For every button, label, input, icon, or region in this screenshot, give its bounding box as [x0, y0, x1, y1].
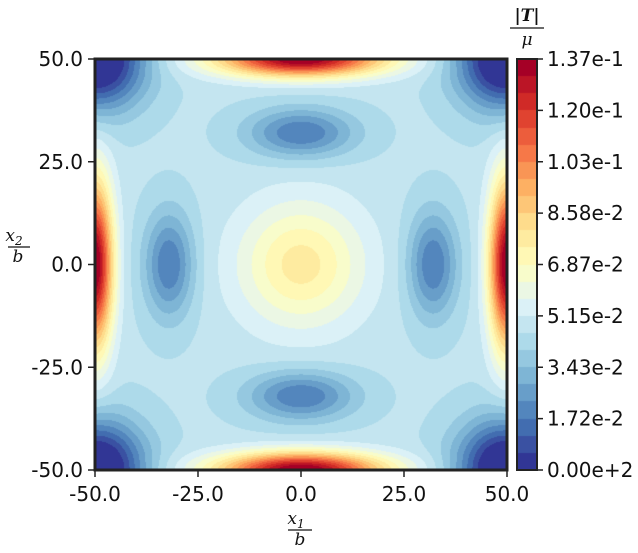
x-axis-label: x1 b — [287, 509, 312, 550]
heatmap-area — [95, 59, 507, 470]
colorbar-tick-label-2: 1.03e-1 — [547, 150, 624, 174]
colorbar-ticks: 1.37e-1 1.20e-1 1.03e-1 8.58e-2 6.87e-2 5.15e… — [537, 47, 633, 482]
y-axis-label: x2 b — [5, 226, 30, 267]
x-tick-label-4: 50.0 — [485, 482, 530, 506]
colorbar-label: |T| μ — [510, 6, 544, 50]
svg-text:|T|: |T| — [514, 6, 539, 26]
colorbar-tick-label-8: 0.00e+2 — [547, 458, 633, 482]
y-tick-label-2: 0.0 — [51, 253, 83, 277]
colorbar-tick-label-4: 6.87e-2 — [547, 253, 624, 277]
x-tick-label-3: 25.0 — [382, 482, 427, 506]
colorbar-tick-label-6: 3.43e-2 — [547, 355, 624, 379]
colorbar-tick-label-0: 1.37e-1 — [547, 47, 624, 71]
svg-text:x2: x2 — [5, 226, 22, 248]
y-tick-label-3: -25.0 — [31, 355, 83, 379]
colorbar-tick-label-1: 1.20e-1 — [547, 98, 624, 122]
y-tick-label-0: 50.0 — [38, 47, 83, 71]
y-tick-label-1: 25.0 — [38, 150, 83, 174]
svg-text:x1: x1 — [287, 509, 304, 531]
colorbar-tick-label-3: 8.58e-2 — [547, 201, 624, 225]
svg-text:μ: μ — [521, 30, 532, 50]
x-axis: -50.0 -25.0 0.0 25.0 50.0 — [69, 470, 529, 506]
svg-text:b: b — [13, 247, 24, 267]
svg-text:b: b — [295, 530, 306, 550]
colorbar — [517, 59, 537, 470]
y-axis: 50.0 25.0 0.0 -25.0 -50.0 — [31, 47, 95, 482]
colorbar-tick-label-5: 5.15e-2 — [547, 304, 624, 328]
x-tick-label-0: -50.0 — [69, 482, 121, 506]
colorbar-tick-label-7: 1.72e-2 — [547, 407, 624, 431]
x-tick-label-1: -25.0 — [172, 482, 224, 506]
x-tick-label-2: 0.0 — [285, 482, 317, 506]
y-tick-label-4: -50.0 — [31, 458, 83, 482]
